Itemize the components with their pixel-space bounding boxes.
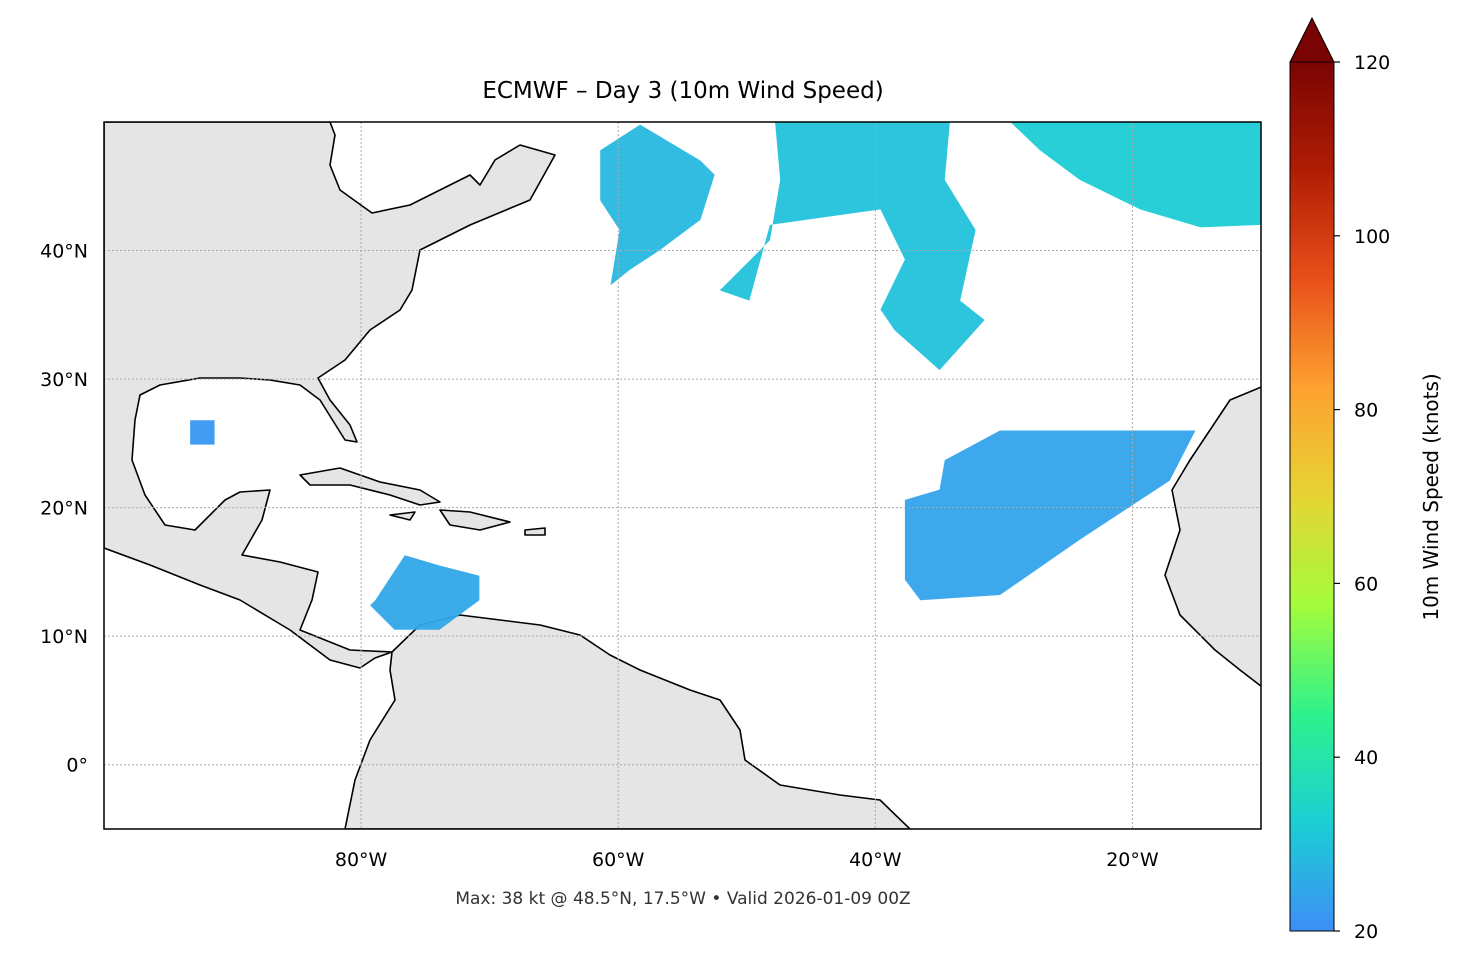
axis-ticks: 80°W 60°W 40°W 20°W 0° 10°N 20°N 30°N 40°N (40, 241, 1159, 871)
y-tick-label: 10°N (40, 626, 88, 648)
map-area (104, 122, 1261, 829)
hispaniola (439, 509, 511, 531)
colorbar-tick-label: 120 (1354, 52, 1390, 74)
africa (1164, 386, 1261, 688)
cuba (299, 467, 441, 506)
map-annotation: Max: 38 kt @ 48.5°N, 17.5°W • Valid 2026… (455, 889, 910, 909)
wind-region (600, 124, 715, 286)
jamaica (389, 511, 416, 521)
colorbar-fill (1290, 62, 1334, 931)
x-tick-label: 40°W (849, 849, 902, 871)
wind-region (904, 430, 1196, 601)
colorbar-tick-label: 80 (1354, 400, 1378, 422)
x-tick-label: 80°W (335, 849, 388, 871)
colorbar-tick-label: 20 (1354, 921, 1378, 943)
colorbar-frame (1289, 61, 1335, 932)
colorbar-extend (1289, 16, 1335, 63)
colorbar-tick-label: 60 (1354, 573, 1378, 595)
y-tick-label: 30°N (40, 369, 88, 391)
colorbar-label: 10m Wind Speed (knots) (1419, 373, 1443, 620)
wind-region (719, 122, 985, 371)
wind-region (190, 420, 215, 445)
wind-region (370, 555, 480, 630)
colorbar: 20 40 60 80 100 120 (1289, 16, 1390, 943)
x-tick-label: 20°W (1106, 849, 1159, 871)
y-tick-label: 40°N (40, 241, 88, 263)
grid (104, 122, 1261, 829)
wind-region (1010, 122, 1261, 228)
colorbar-tick-label: 40 (1354, 747, 1378, 769)
wind-field (190, 122, 1261, 630)
land (104, 122, 1261, 829)
y-tick-label: 20°N (40, 498, 88, 520)
north-america (104, 122, 556, 669)
x-tick-label: 60°W (592, 849, 645, 871)
y-tick-label: 0° (66, 755, 88, 777)
colorbar-tick-label: 100 (1354, 226, 1390, 248)
map-title: ECMWF – Day 3 (10m Wind Speed) (482, 78, 883, 104)
puerto-rico (524, 527, 546, 536)
south-america (344, 614, 911, 829)
map-frame (103, 121, 1262, 830)
